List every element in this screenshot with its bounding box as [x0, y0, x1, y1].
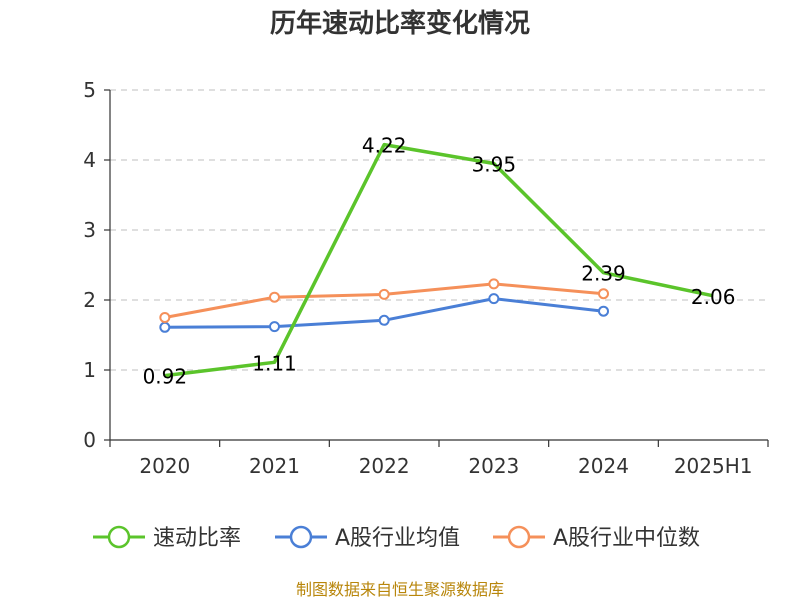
data-label-2024: 2.39 [581, 262, 626, 286]
y-tick-label-5: 5 [83, 78, 96, 102]
x-tick-label-2021: 2021 [249, 454, 300, 478]
x-tick-label-2022: 2022 [359, 454, 410, 478]
x-tick-label-2020: 2020 [139, 454, 190, 478]
x-tick-label-2025H1: 2025H1 [674, 454, 753, 478]
y-tick-label-2: 2 [83, 288, 96, 312]
series-2-point-2022 [378, 288, 390, 300]
legend-item-0[interactable]: 速动比率 [93, 525, 241, 551]
series-1-point-2021 [269, 321, 280, 333]
legend-item-2[interactable]: A股行业中位数 [493, 525, 700, 551]
legend-marker-2 [507, 525, 531, 549]
legend-item-1[interactable]: A股行业均值 [275, 525, 460, 551]
series-1-point-2024 [598, 305, 609, 317]
legend-marker-0 [107, 525, 131, 549]
data-label-2022: 4.22 [362, 134, 407, 158]
series-lines [159, 142, 714, 378]
data-label-2020: 0.92 [143, 365, 188, 389]
legend-label-0: 速动比率 [153, 526, 241, 551]
legend-label-1: A股行业均值 [335, 526, 460, 551]
data-labels: 0.92 1.11 4.22 3.95 2.39 2.06 [143, 134, 736, 389]
series-1-point-2022 [378, 314, 390, 326]
y-tick-label-4: 4 [83, 148, 96, 172]
legend-marker-1 [289, 525, 313, 549]
series-2-point-2020 [159, 312, 171, 323]
series-2-point-2024 [598, 288, 609, 300]
series-2-point-2021 [269, 291, 280, 303]
source-caption: 制图数据来自恒生聚源数据库 [296, 580, 504, 599]
axes: 0 1 2 3 4 5 2020 2021 2022 2023 2024 2025H1 [83, 78, 769, 478]
y-tick-label-3: 3 [83, 218, 96, 242]
chart-title: 历年速动比率变化情况 [270, 8, 530, 39]
series-line-0 [164, 142, 714, 378]
legend: 速动比率 A股行业均值 A股行业中位数 [93, 525, 700, 551]
data-label-2021: 1.11 [252, 351, 297, 375]
series-2-point-2023 [488, 278, 500, 290]
x-tick-label-2023: 2023 [468, 454, 519, 478]
series-1-point-2020 [159, 321, 171, 333]
legend-label-2: A股行业中位数 [553, 526, 700, 551]
x-tick-label-2024: 2024 [578, 454, 629, 478]
y-tick-label-0: 0 [83, 428, 96, 452]
data-label-2023: 3.95 [472, 153, 517, 177]
data-label-2025H1: 2.06 [691, 285, 736, 309]
series-1-point-2023 [488, 293, 500, 305]
y-tick-label-1: 1 [83, 358, 96, 382]
